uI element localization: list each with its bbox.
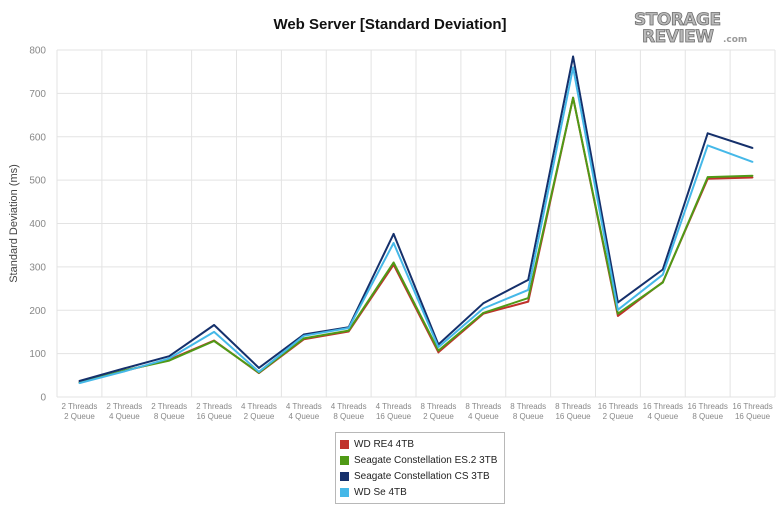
legend-label: Seagate Constellation ES.2 3TB	[354, 454, 498, 466]
data-point	[78, 380, 81, 382]
data-point	[392, 242, 395, 244]
data-point	[213, 331, 215, 333]
x-tick-label: 16 Threads 8 Queue	[688, 402, 728, 421]
legend-label: Seagate Constellation CS 3TB	[354, 470, 490, 482]
legend-item: Seagate Constellation ES.2 3TB	[340, 452, 500, 468]
x-tick-label: 4 Threads 8 Queue	[331, 402, 367, 421]
x-tick-label: 16 Threads 4 Queue	[643, 402, 683, 421]
data-point	[437, 349, 440, 352]
data-point	[617, 308, 619, 311]
x-tick-label: 4 Threads 2 Queue	[241, 402, 277, 421]
data-point	[123, 370, 126, 373]
data-point	[527, 278, 530, 281]
data-point	[706, 132, 709, 135]
y-tick-label: 500	[29, 176, 46, 187]
y-tick-label: 300	[29, 262, 46, 273]
legend-label: WD RE4 4TB	[354, 438, 415, 450]
data-point	[482, 302, 485, 305]
x-axis: 2 Threads 2 Queue 2 Threads 4 Queue 2 Thread…	[62, 402, 773, 421]
x-tick-label: 2 Threads 2 Queue	[62, 402, 98, 421]
data-point	[258, 370, 260, 373]
data-point	[527, 288, 530, 291]
data-point	[213, 324, 215, 326]
data-point	[527, 300, 530, 303]
y-tick-label: 800	[29, 46, 46, 57]
series-line-2	[79, 96, 753, 384]
data-point	[302, 337, 305, 340]
data-point	[661, 281, 664, 284]
data-point	[123, 367, 126, 370]
data-point	[572, 66, 574, 69]
data-point	[572, 55, 574, 58]
data-point	[751, 161, 754, 163]
grid	[56, 49, 776, 398]
storagereview-logo: STORAGE REVIEW .com	[628, 8, 776, 48]
data-point	[661, 268, 664, 271]
data-point	[347, 329, 350, 332]
data-point	[706, 176, 709, 178]
data-point	[572, 96, 574, 99]
data-point	[213, 340, 215, 342]
x-tick-label: 2 Threads 8 Queue	[151, 402, 187, 421]
logo-text-line2: REVIEW	[642, 27, 714, 47]
legend-swatch	[340, 487, 349, 497]
data-point	[392, 261, 395, 264]
x-tick-label: 8 Threads 2 Queue	[421, 402, 457, 421]
x-tick-label: 8 Threads 8 Queue	[510, 402, 546, 421]
y-axis-label: Standard Deviation (ms)	[8, 164, 20, 283]
data-point	[78, 382, 81, 385]
data-point	[168, 359, 171, 362]
chart-title: Web Server [Standard Deviation]	[273, 16, 507, 33]
legend-swatch	[340, 471, 349, 481]
y-axis: 0 100 200 300 400 500 600 700 800	[29, 46, 46, 404]
data-point	[302, 334, 305, 337]
x-tick-label: 2 Threads 16 Queue	[196, 402, 232, 421]
series	[78, 55, 754, 385]
legend-item: WD Se 4TB	[340, 484, 500, 500]
x-tick-label: 16 Threads 2 Queue	[598, 402, 638, 421]
legend-swatch	[340, 455, 349, 465]
data-point	[258, 367, 260, 369]
legend: WD RE4 4TB Seagate Constellation ES.2 3TB…	[335, 432, 505, 504]
x-tick-label: 4 Threads 4 Queue	[286, 402, 322, 421]
x-tick-label: 4 Threads 16 Queue	[376, 402, 412, 421]
data-point	[168, 355, 171, 358]
data-point	[617, 312, 619, 315]
y-tick-label: 400	[29, 219, 46, 230]
legend-label: WD Se 4TB	[354, 486, 407, 498]
data-point	[437, 351, 440, 354]
x-tick-label: 8 Threads 4 Queue	[465, 402, 501, 421]
y-tick-label: 100	[29, 349, 46, 360]
data-point	[482, 307, 485, 310]
y-tick-label: 600	[29, 132, 46, 143]
y-tick-label: 200	[29, 306, 46, 317]
data-point	[392, 233, 395, 235]
data-point	[617, 314, 619, 317]
data-point	[527, 297, 530, 300]
x-tick-label: 16 Threads 16 Queue	[732, 402, 772, 421]
y-tick-label: 0	[40, 393, 46, 404]
data-point	[661, 273, 664, 276]
logo-text-suffix: .com	[723, 35, 747, 45]
y-tick-label: 700	[29, 89, 46, 100]
logo-text-line1: STORAGE	[634, 10, 721, 30]
data-point	[347, 327, 350, 329]
x-tick-label: 8 Threads 16 Queue	[555, 402, 591, 421]
x-tick-label: 2 Threads 4 Queue	[106, 402, 142, 421]
data-point	[168, 357, 171, 360]
data-point	[751, 176, 754, 179]
series-line-3	[79, 55, 753, 382]
data-point	[706, 144, 709, 147]
series-line-4	[79, 66, 753, 385]
data-point	[751, 174, 754, 177]
legend-item: Seagate Constellation CS 3TB	[340, 468, 500, 484]
legend-item: WD RE4 4TB	[340, 436, 500, 452]
data-point	[482, 311, 485, 314]
data-point	[437, 346, 440, 349]
data-point	[751, 147, 754, 149]
legend-swatch	[340, 439, 349, 449]
